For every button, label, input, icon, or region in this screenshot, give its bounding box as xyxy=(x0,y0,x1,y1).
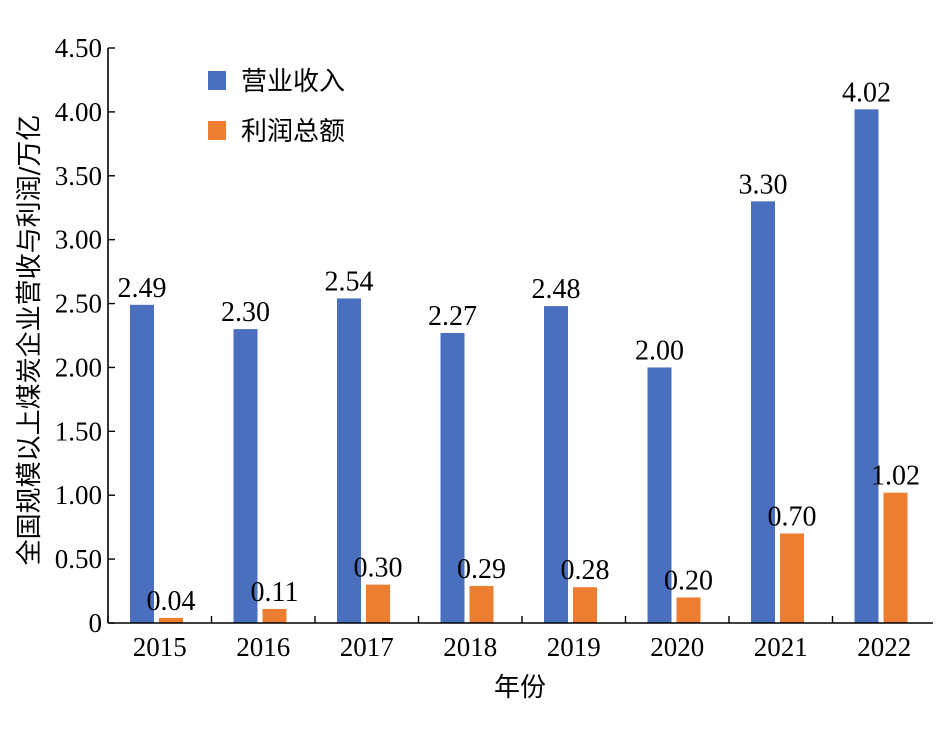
bar-revenue-2017 xyxy=(337,298,361,623)
data-label-revenue-2015: 2.49 xyxy=(118,273,167,304)
x-ticks-group: 2015 2016 2017 2018 2019 2020 2021 2022 xyxy=(107,616,911,662)
legend-label-revenue: 营业收入 xyxy=(241,67,345,97)
data-label-profit-2022: 1.02 xyxy=(871,461,920,492)
bar-profit-2015 xyxy=(159,617,183,623)
data-label-revenue-2016: 2.30 xyxy=(221,297,270,328)
data-label-profit-2016: 0.11 xyxy=(251,577,299,608)
x-tick-label-2016: 2016 xyxy=(236,632,290,662)
legend-label-profit: 利润总额 xyxy=(241,117,345,147)
x-tick-label-2021: 2021 xyxy=(754,632,808,662)
y-tick-label-2.00: 2.00 xyxy=(55,352,102,382)
legend: 营业收入 利润总额 xyxy=(208,67,345,147)
x-tick-label-2018: 2018 xyxy=(443,632,497,662)
bar-revenue-2018 xyxy=(440,332,465,623)
x-tick-label-2019: 2019 xyxy=(547,632,601,662)
bar-revenue-2020 xyxy=(647,367,672,623)
data-label-profit-2021: 0.70 xyxy=(768,502,817,533)
legend-swatch-profit xyxy=(208,121,226,140)
bar-profit-2019 xyxy=(573,587,597,623)
data-label-revenue-2021: 3.30 xyxy=(739,169,788,200)
x-tick-label-2022: 2022 xyxy=(857,632,911,662)
y-tick-label-3.50: 3.50 xyxy=(55,161,102,191)
data-labels-group: 2.49 0.04 2.30 0.11 2.54 0.30 2.27 0.29 2.48 0.28… xyxy=(118,77,921,617)
x-tick-label-2015: 2015 xyxy=(133,632,187,662)
bars-group xyxy=(130,109,908,624)
data-label-profit-2015: 0.04 xyxy=(147,586,196,617)
y-ticks-group: 0 0.50 1.00 1.50 2.00 2.50 3.00 3.50 4.00 4.50 xyxy=(55,33,115,638)
bar-profit-2020 xyxy=(676,597,701,623)
bar-revenue-2021 xyxy=(751,201,775,624)
x-tick-label-2017: 2017 xyxy=(340,632,394,662)
bar-revenue-2015 xyxy=(130,304,154,623)
data-label-revenue-2020: 2.00 xyxy=(635,335,684,366)
y-tick-label-4.00: 4.00 xyxy=(55,97,102,127)
x-tick-label-2020: 2020 xyxy=(650,632,704,662)
bar-profit-2021 xyxy=(780,533,804,623)
y-tick-label-0.50: 0.50 xyxy=(55,544,102,574)
data-label-profit-2019: 0.28 xyxy=(561,555,610,586)
data-label-revenue-2018: 2.27 xyxy=(428,301,477,332)
x-axis-title: 年份 xyxy=(494,673,546,703)
y-tick-label-3.00: 3.00 xyxy=(55,225,102,255)
data-label-profit-2018: 0.29 xyxy=(457,554,506,585)
y-tick-label-1.50: 1.50 xyxy=(55,416,102,446)
bar-profit-2022 xyxy=(883,492,908,623)
bar-profit-2016 xyxy=(262,608,287,623)
data-label-revenue-2022: 4.02 xyxy=(842,77,891,108)
data-label-revenue-2019: 2.48 xyxy=(532,274,581,305)
y-tick-label-1.00: 1.00 xyxy=(55,480,102,510)
data-label-profit-2017: 0.30 xyxy=(354,553,403,584)
axes-group xyxy=(107,48,933,624)
bar-profit-2017 xyxy=(366,584,390,623)
data-label-profit-2020: 0.20 xyxy=(664,565,713,596)
bar-revenue-2016 xyxy=(233,329,258,623)
y-tick-label-4.50: 4.50 xyxy=(55,33,102,63)
legend-swatch-revenue xyxy=(208,71,226,90)
y-tick-label-2.50: 2.50 xyxy=(55,289,102,319)
bar-revenue-2019 xyxy=(544,306,568,623)
bar-revenue-2022 xyxy=(854,109,879,624)
bar-profit-2018 xyxy=(469,585,494,623)
y-tick-label-0: 0 xyxy=(89,608,103,638)
data-label-revenue-2017: 2.54 xyxy=(325,266,374,297)
y-axis-title: 全国规模以上煤炭企业营收与利润/万亿 xyxy=(15,115,45,566)
